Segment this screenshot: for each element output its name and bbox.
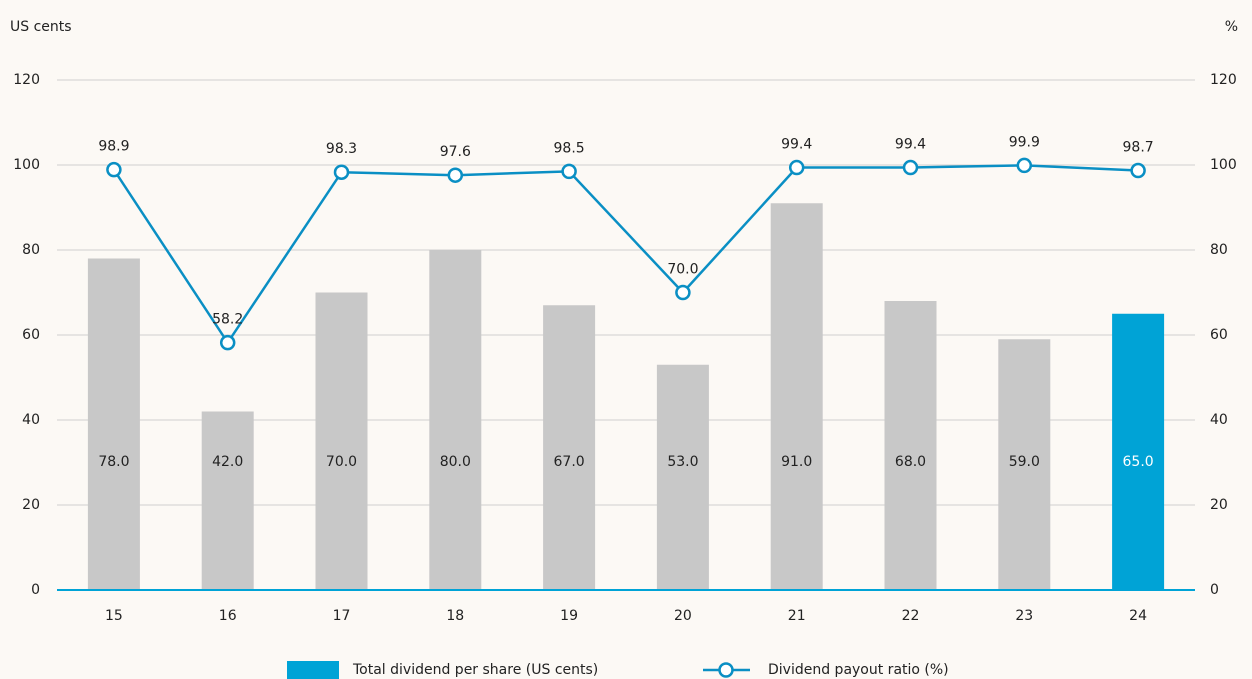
x-tick-label: 24 [1129,608,1147,624]
x-tick-label: 16 [219,608,237,624]
x-tick-label: 22 [902,608,920,624]
line-marker [219,334,236,351]
y2-tick-label: 120 [1210,72,1237,88]
line-marker [902,159,919,176]
bar-value-label: 91.0 [781,454,812,470]
bar [998,339,1051,590]
bar-value-label: 53.0 [667,454,698,470]
line-value-label: 98.3 [326,141,357,157]
x-tick-label: 19 [560,608,578,624]
line-value-label: 97.6 [440,144,471,160]
line-marker [333,164,350,180]
y2-tick-label: 20 [1210,497,1228,513]
y-tick-label: 0 [31,582,40,598]
line-value-label: 98.9 [98,139,129,155]
line-marker [1130,162,1146,179]
bar [884,301,937,590]
y-tick-label: 100 [13,157,40,173]
line [112,164,1139,345]
bar-value-label: 65.0 [1123,454,1154,470]
bar [87,258,140,590]
bar-value-label: 80.0 [440,454,471,470]
bar-value-label: 78.0 [98,454,129,470]
y-tick-label: 40 [22,412,40,428]
y2-axis-title: % [1225,19,1238,35]
line-marker [675,284,691,301]
bar [656,364,709,590]
line-value-label: 99.4 [781,137,812,153]
legend-label: Total dividend per share (US cents) [352,662,598,678]
line-value-label: 58.2 [212,312,243,328]
bar-value-label: 59.0 [1009,454,1040,470]
line-value-label: 98.7 [1123,140,1154,156]
x-tick-label: 18 [446,608,464,624]
bar [770,203,823,590]
legend-swatch [287,661,339,679]
y-tick-label: 20 [22,497,40,513]
line-marker [561,163,577,180]
legend-label: Dividend payout ratio (%) [768,662,949,678]
y-tick-label: 120 [13,72,40,88]
line-marker [106,161,122,178]
bar [315,292,368,590]
x-tick-label: 23 [1015,608,1033,624]
bar [543,305,596,590]
y2-tick-label: 80 [1210,242,1228,258]
line-marker [447,167,464,183]
y2-tick-label: 40 [1210,412,1228,428]
line-marker [1016,157,1033,174]
line-value-label: 70.0 [667,262,698,278]
line-value-label: 99.9 [1009,134,1040,150]
y-tick-label: 80 [22,242,40,258]
line-value-label: 98.5 [554,140,585,156]
line-value-label: 99.4 [895,137,926,153]
y-tick-label: 60 [22,327,40,343]
bar-value-label: 70.0 [326,454,357,470]
y2-tick-label: 0 [1210,582,1219,598]
bar-value-label: 42.0 [212,454,243,470]
y-axis-title: US cents [10,19,72,35]
x-tick-label: 21 [788,608,806,624]
bar [201,411,254,590]
line-marker [788,159,805,176]
x-tick-label: 17 [333,608,351,624]
bar-value-label: 67.0 [554,454,585,470]
y2-tick-label: 100 [1210,157,1237,173]
bar [429,250,482,590]
x-tick-label: 20 [674,608,692,624]
x-tick-label: 15 [105,608,123,624]
y2-tick-label: 60 [1210,327,1228,343]
bar [1112,313,1165,590]
bar-value-label: 68.0 [895,454,926,470]
legend-swatch-marker [718,662,734,678]
